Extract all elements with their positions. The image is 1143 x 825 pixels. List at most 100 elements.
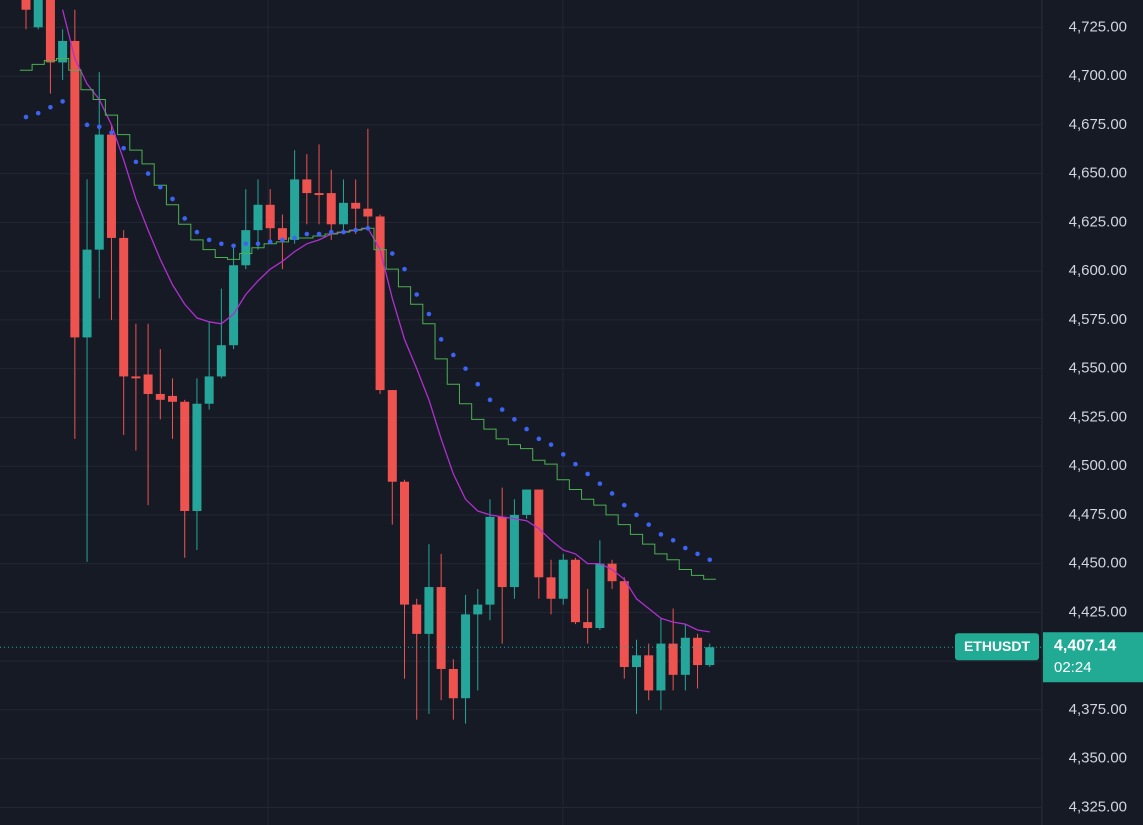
sar-dot <box>231 243 236 249</box>
sar-dot <box>243 241 249 247</box>
candle-body <box>412 604 422 634</box>
candle-body <box>595 563 605 629</box>
y-tick-label: 4,375.00 <box>1069 701 1127 718</box>
sar-dot <box>341 229 346 235</box>
y-tick-label: 4,575.00 <box>1069 311 1127 328</box>
sar-dot <box>548 442 554 447</box>
candle-body <box>509 514 519 588</box>
sar-dot <box>658 532 664 537</box>
sar-dot <box>23 114 29 120</box>
candle-body <box>583 622 593 629</box>
candle-body <box>45 0 55 63</box>
candle-body <box>94 134 104 250</box>
y-tick-label: 4,700.00 <box>1069 67 1127 84</box>
candle-body <box>632 655 641 668</box>
sar-dot <box>683 545 688 551</box>
candle-body <box>338 202 348 225</box>
sar-dot <box>365 225 371 231</box>
candle-body <box>143 374 153 394</box>
time-grid <box>267 0 859 825</box>
candle-body <box>58 40 68 63</box>
sar-dot <box>182 216 188 221</box>
sar-dot <box>304 231 310 237</box>
candle-body <box>351 202 361 209</box>
candle-body <box>387 390 397 482</box>
candle-body <box>693 637 703 666</box>
candle-body <box>522 489 532 515</box>
y-tick-label: 4,675.00 <box>1069 116 1127 133</box>
candle-body <box>668 643 678 675</box>
sar-dot <box>158 184 163 190</box>
candle-body <box>70 40 80 338</box>
candle-body <box>461 614 471 699</box>
candle-body <box>265 204 275 229</box>
sar-dot <box>414 292 420 297</box>
candle-body <box>106 134 116 238</box>
sar-dot <box>133 159 139 165</box>
trailing-stop-line <box>19 58 716 580</box>
sar-dot <box>438 337 444 342</box>
candle-body <box>448 668 458 699</box>
candle-body <box>619 581 629 668</box>
sar-dot <box>670 537 676 543</box>
sar-dot <box>451 352 456 358</box>
candle-body <box>82 249 92 338</box>
candle-body <box>644 655 654 691</box>
sar-dot <box>145 171 151 176</box>
sar-dot <box>560 452 566 457</box>
candle-body <box>424 587 434 634</box>
sar-dot <box>280 237 285 243</box>
sar-dot <box>634 512 639 518</box>
candle-body <box>155 393 165 400</box>
y-tick-label: 4,650.00 <box>1069 165 1127 182</box>
candle-body <box>241 230 251 266</box>
candle-body <box>436 587 446 669</box>
sar-dot <box>121 145 126 151</box>
moving-average-line <box>61 9 710 633</box>
countdown-label: 02:24 <box>1054 659 1092 676</box>
y-tick-label: 4,525.00 <box>1069 408 1127 425</box>
sar-dot <box>35 110 41 116</box>
sar-dot <box>353 227 358 233</box>
sar-dot <box>499 407 505 412</box>
y-tick-label: 4,600.00 <box>1069 262 1127 279</box>
sar-dot <box>475 381 481 387</box>
sar-dot <box>695 551 700 557</box>
candle-body <box>705 647 715 666</box>
sar-dot <box>170 196 175 202</box>
candle-body <box>558 559 568 599</box>
y-tick-label: 4,500.00 <box>1069 457 1127 474</box>
candle-body <box>473 604 483 615</box>
sar-dot <box>255 241 261 247</box>
candle-body <box>546 577 556 599</box>
candle-body <box>192 403 202 511</box>
candle-body <box>302 179 312 194</box>
y-tick-label: 4,475.00 <box>1069 506 1127 523</box>
candle-body <box>314 193 324 196</box>
candle-body <box>180 401 190 511</box>
sar-dot <box>206 237 212 243</box>
sar-dot <box>109 130 114 135</box>
sar-dot <box>536 436 542 442</box>
symbol-label: ETHUSDT <box>964 638 1031 654</box>
sar-dot <box>707 557 713 563</box>
candle-body <box>607 563 617 582</box>
candle-body <box>375 216 385 391</box>
candle-body <box>497 516 507 588</box>
sar-dot <box>390 251 395 256</box>
candle-body <box>216 345 226 377</box>
sar-dot <box>646 522 652 527</box>
candle-body <box>326 193 336 225</box>
y-tick-label: 4,625.00 <box>1069 213 1127 230</box>
candle-body <box>229 265 239 346</box>
y-tick-label: 4,325.00 <box>1069 798 1127 815</box>
candle-body <box>168 395 178 402</box>
candle-body <box>277 228 287 240</box>
last-price-label: 4,407.14 <box>1054 637 1116 654</box>
candle-body <box>485 516 495 605</box>
last-price-tag <box>1043 632 1143 683</box>
candle-body <box>363 208 373 217</box>
sar-dot <box>463 366 468 371</box>
